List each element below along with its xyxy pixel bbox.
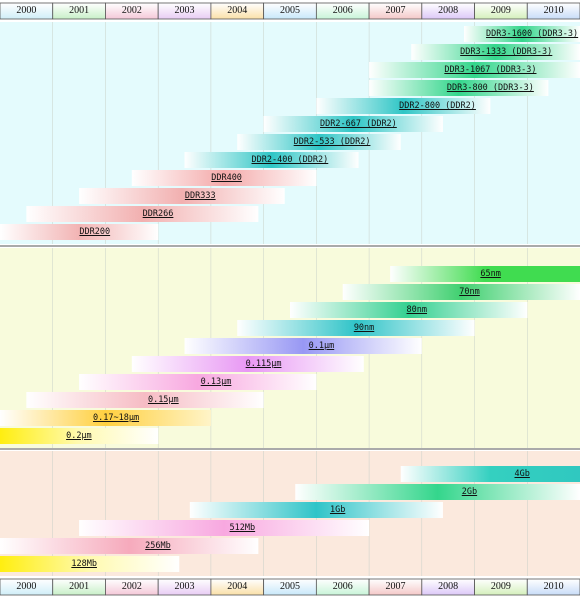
process-bar-label: 0.1μm <box>308 341 335 351</box>
memory-type-bar <box>316 98 491 114</box>
process-bar <box>79 374 317 390</box>
year-footer-label-2004: 2004 <box>227 580 248 592</box>
process-bar-label: 90nm <box>353 323 375 333</box>
process-bar <box>237 320 475 336</box>
memory-type-bar <box>369 80 549 96</box>
density-bar <box>0 538 259 554</box>
year-header-label-2002: 2002 <box>121 4 142 16</box>
memory-type-bar-label: DDR3-1333 (DDR3-3) <box>460 47 553 57</box>
year-header-label-2005: 2005 <box>279 4 300 16</box>
memory-type-bar-label: DDR2-533 (DDR2) <box>293 137 371 147</box>
memory-type-bar-label: DDR333 <box>184 191 216 201</box>
year-header-label-2009: 2009 <box>490 4 511 16</box>
memory-type-bar <box>79 188 285 204</box>
density-bar-label: 128Mb <box>71 559 97 569</box>
memory-type-bar <box>184 152 359 168</box>
process-bar <box>131 356 364 372</box>
memory-type-bar-label: DDR2-667 (DDR2) <box>320 119 397 129</box>
density-bar-label: 256Mb <box>145 541 171 551</box>
process-bar-label: 0.115μm <box>245 359 282 369</box>
year-footer-label-2003: 2003 <box>174 580 195 592</box>
memory-type-bar-label: DDR400 <box>211 173 242 183</box>
memory-type-bar-label: DDR3-1067 (DDR3-3) <box>444 65 537 75</box>
memory-type-bar <box>464 26 580 42</box>
year-footer-label-2010: 2010 <box>543 580 564 592</box>
process-bar <box>26 392 264 408</box>
memory-type-bar-label: DDR200 <box>79 227 111 237</box>
memory-type-bar-label: DDR3-1600 (DDR3-3) <box>486 29 579 39</box>
memory-type-bar <box>0 224 159 240</box>
year-footer-label-2000: 2000 <box>16 580 37 592</box>
year-header-label-2004: 2004 <box>227 4 248 16</box>
process-bar-label: 70nm <box>459 287 480 297</box>
memory-type-bar <box>237 134 401 150</box>
density-bar <box>295 484 580 500</box>
year-header-label-2010: 2010 <box>543 4 564 16</box>
year-header-label-2001: 2001 <box>69 4 90 16</box>
memory-type-bar-label: DDR266 <box>142 209 174 219</box>
density-bar-label: 2Gb <box>461 487 478 497</box>
process-bar <box>0 428 159 444</box>
memory-type-bar <box>131 170 317 186</box>
process-bar-label: 0.17~18μm <box>93 413 140 423</box>
density-bar-label: 1Gb <box>329 505 346 515</box>
year-footer-label-2007: 2007 <box>385 580 406 592</box>
year-header-label-2007: 2007 <box>385 4 406 16</box>
process-bar <box>290 302 528 318</box>
memory-type-bar <box>369 62 580 78</box>
memory-type-bar-label: DDR2-800 (DDR2) <box>399 101 476 111</box>
density-bar-label: 512Mb <box>229 523 256 533</box>
density-bar-label: 4Gb <box>514 469 530 479</box>
year-footer-label-2006: 2006 <box>332 580 353 592</box>
year-footer-label-2001: 2001 <box>69 580 90 592</box>
memory-type-bar-label: DDR3-800 (DDR3-3) <box>446 83 534 93</box>
year-header-label-2000: 2000 <box>16 4 37 16</box>
process-bar-label: 65nm <box>480 269 501 279</box>
year-header-label-2006: 2006 <box>332 4 353 16</box>
density-bar <box>79 520 370 536</box>
year-header-label-2003: 2003 <box>174 4 195 16</box>
memory-type-bar-label: DDR2-400 (DDR2) <box>251 155 329 165</box>
year-footer-label-2008: 2008 <box>438 580 459 592</box>
density-bar <box>0 556 180 572</box>
process-bar <box>342 284 580 300</box>
memory-type-bar <box>263 116 443 132</box>
process-bar <box>0 410 211 426</box>
process-bar-label: 0.15μm <box>147 395 179 405</box>
process-bar-label: 0.2μm <box>66 431 92 441</box>
process-bar-label: 80nm <box>406 305 428 315</box>
density-bar <box>400 466 580 482</box>
year-footer-label-2002: 2002 <box>121 580 142 592</box>
year-header-label-2008: 2008 <box>438 4 459 16</box>
memory-type-bar <box>26 206 259 222</box>
process-bar <box>390 266 580 282</box>
year-footer-label-2005: 2005 <box>279 580 300 592</box>
process-bar-label: 0.13μm <box>200 377 232 387</box>
memory-type-bar <box>411 44 580 60</box>
year-footer-label-2009: 2009 <box>490 580 511 592</box>
process-bar <box>184 338 422 354</box>
density-bar <box>189 502 443 518</box>
